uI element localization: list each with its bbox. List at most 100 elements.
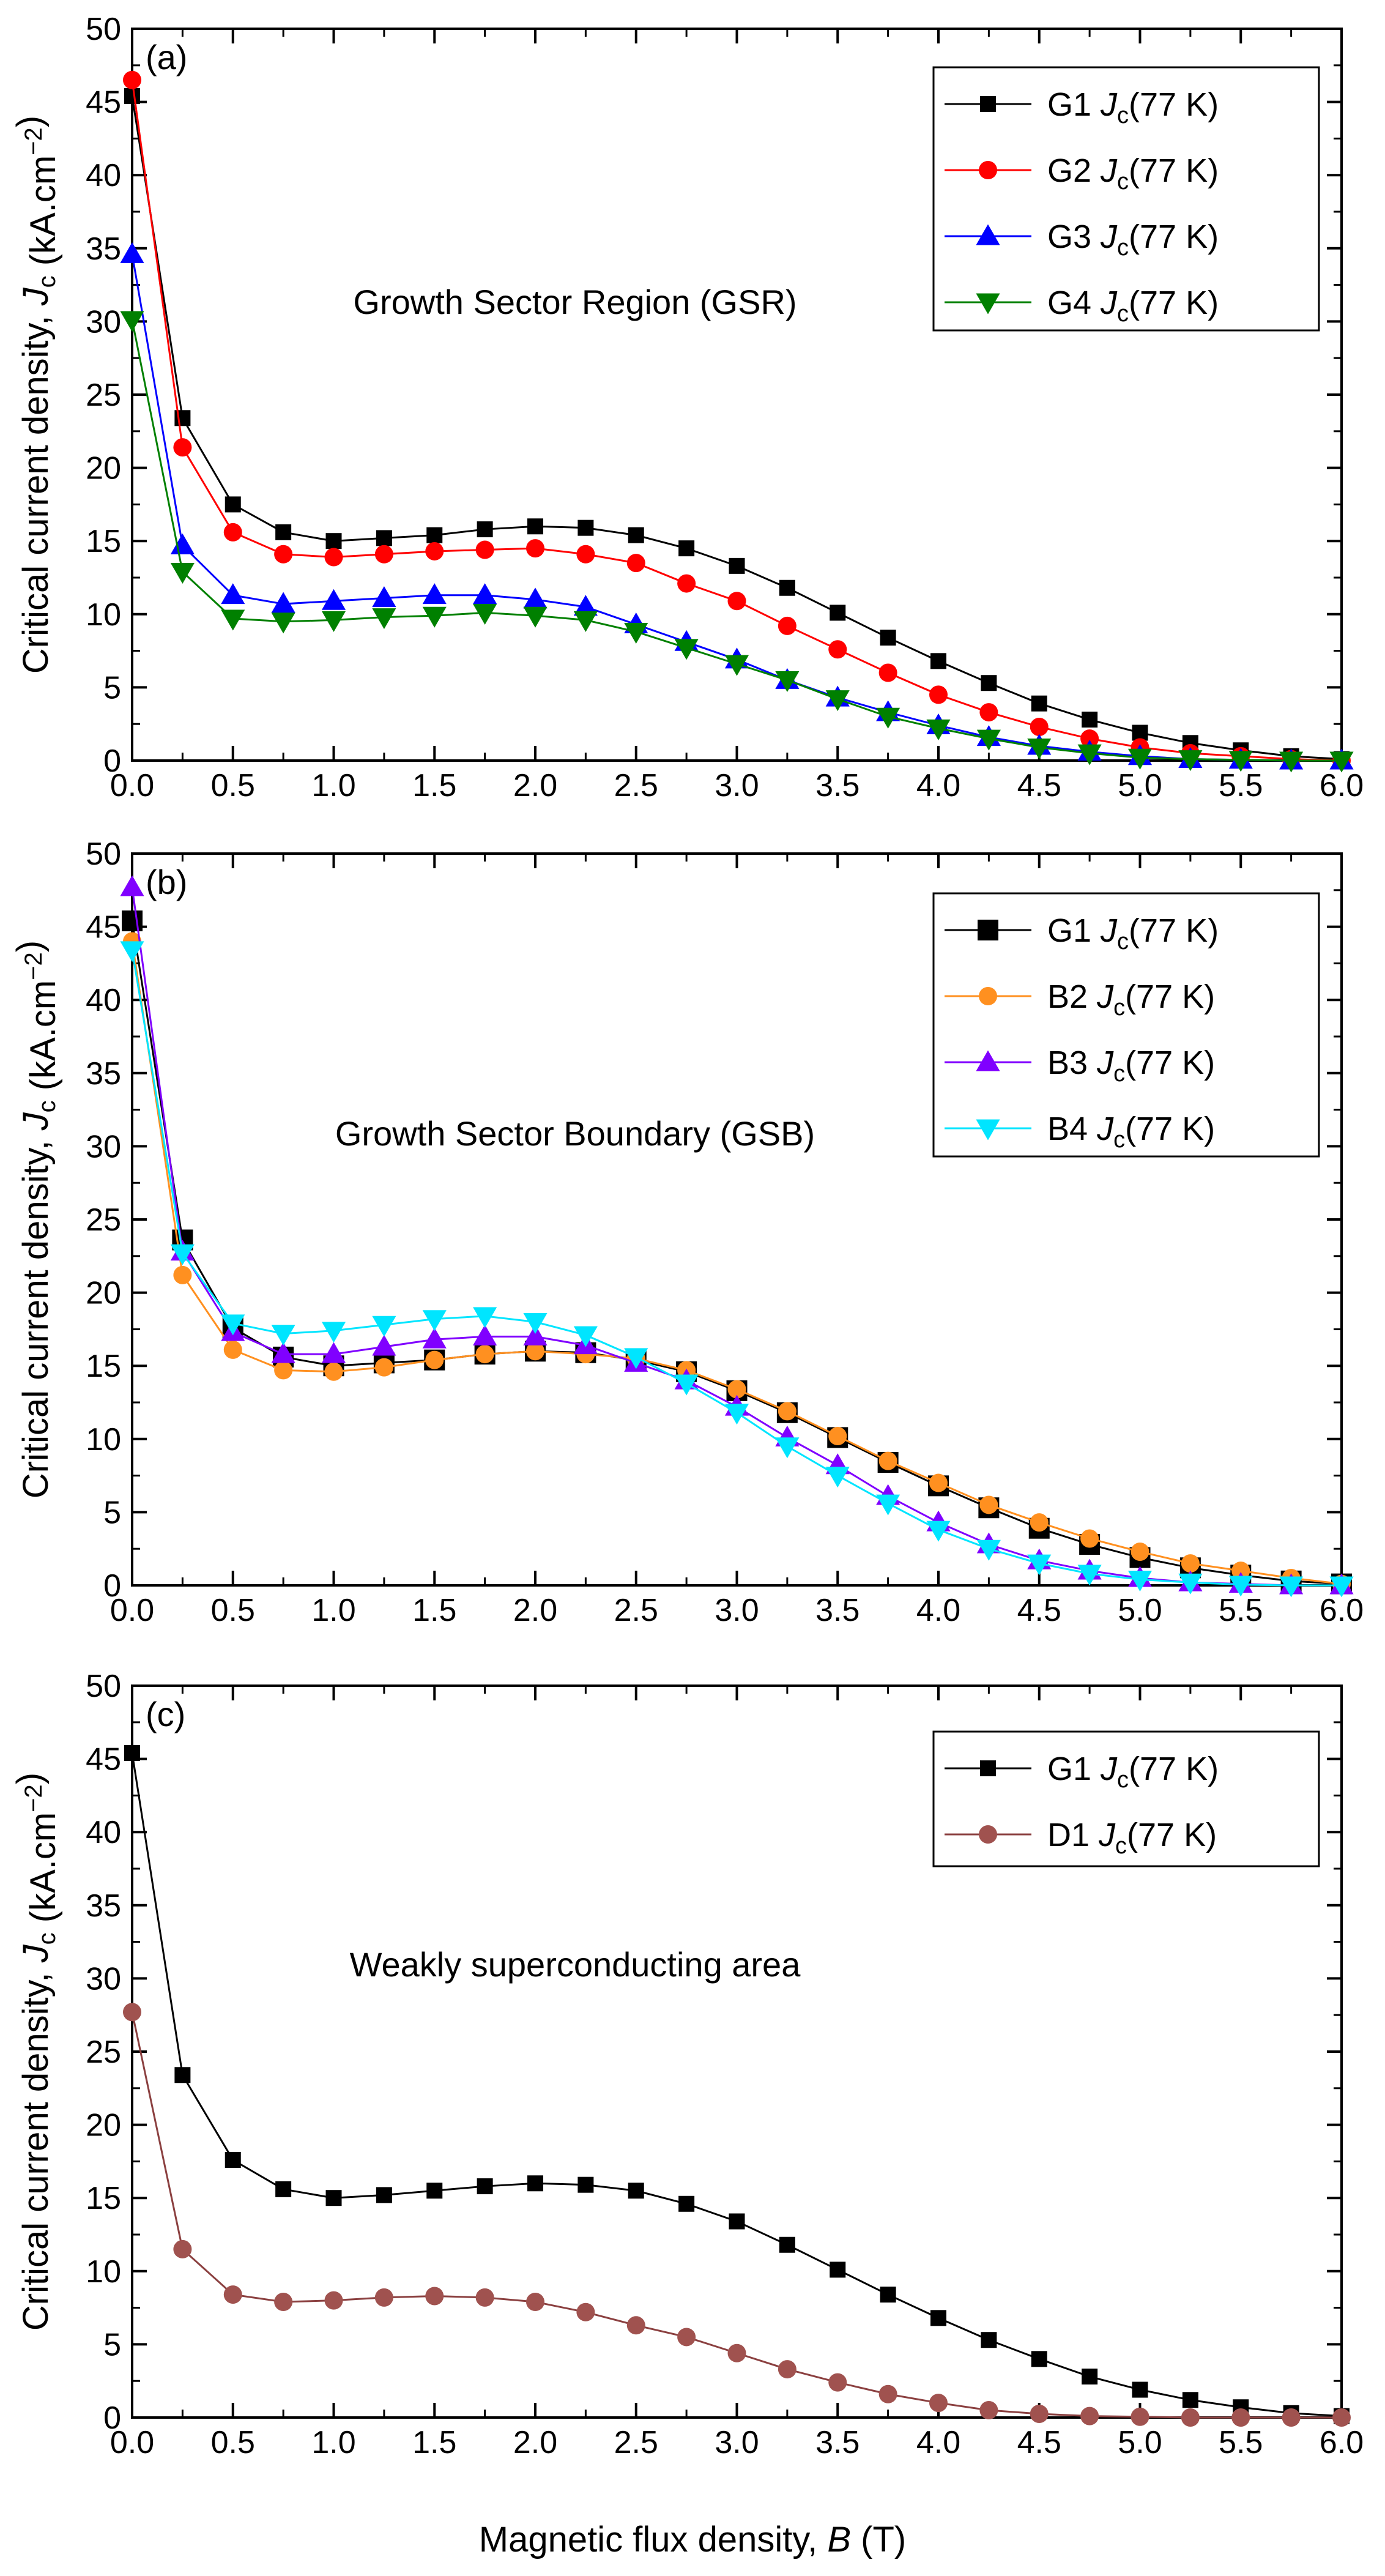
data-point	[275, 524, 292, 540]
legend-label: G1 Jc(77 K)	[1047, 912, 1219, 955]
chart-panel-3: 0.0 0.5 1.0 1.5 2.0 2.5 3.0 3.5 4.0 4.5 5.0 5.5 6.0 0…	[10, 1669, 1364, 2460]
y-axis-label: Critical current density, Jc (kA.cm−2)	[10, 116, 63, 674]
data-point	[1131, 1542, 1149, 1561]
data-point	[1228, 1576, 1253, 1597]
x-tick-label: 5.5	[1219, 768, 1263, 803]
legend-marker	[979, 987, 997, 1005]
legend-marker	[976, 293, 1000, 315]
series-line	[131, 319, 1342, 762]
y-tick-label: 35	[86, 231, 121, 267]
data-point	[123, 2003, 141, 2022]
data-point	[523, 1312, 548, 1334]
y-tick-label: 15	[86, 2181, 121, 2216]
data-point	[573, 595, 598, 616]
legend-marker	[976, 1119, 1000, 1141]
x-tick-label: 0.0	[110, 768, 154, 803]
data-point	[1080, 1529, 1099, 1548]
data-point	[376, 530, 392, 546]
y-tick-label: 35	[86, 1888, 121, 1924]
data-point	[727, 592, 746, 611]
x-tick-label: 4.0	[916, 1593, 960, 1628]
panel-annotation: Weakly superconducting area	[350, 1945, 801, 1984]
data-point	[473, 1307, 497, 1328]
data-point	[221, 1314, 245, 1336]
x-axis-label-var: B	[827, 2520, 851, 2559]
data-point	[174, 2067, 191, 2083]
y-tick-label: 40	[86, 158, 121, 193]
data-point	[573, 611, 598, 632]
data-point	[677, 574, 696, 593]
y-axis-label: Critical current density, Jc (kA.cm−2)	[10, 1773, 63, 2331]
data-point	[576, 2302, 595, 2321]
data-point	[830, 605, 846, 621]
data-point	[321, 1342, 346, 1363]
data-point	[275, 2181, 292, 2197]
data-point	[929, 2394, 948, 2413]
x-tick-label: 4.0	[916, 768, 960, 803]
y-tick-label: 15	[86, 1349, 121, 1384]
data-point	[225, 496, 241, 513]
data-point	[729, 557, 745, 574]
data-point	[779, 2236, 795, 2253]
legend-entry-b3: B3 Jc(77 K)	[945, 1044, 1215, 1087]
data-point	[1082, 712, 1098, 728]
y-tick-label: 25	[86, 378, 121, 413]
data-point	[929, 1473, 948, 1492]
data-point	[523, 587, 548, 609]
legend-entry-g3: G3 Jc(77 K)	[945, 218, 1219, 261]
x-axis-label: Magnetic flux density, B (T)	[479, 2520, 906, 2559]
y-tick-label: 5	[103, 2327, 121, 2362]
y-tick-label: 5	[103, 1495, 121, 1530]
data-point	[1080, 2407, 1099, 2425]
data-point	[828, 1427, 847, 1446]
data-point	[372, 608, 396, 630]
data-point	[374, 1358, 393, 1377]
data-point	[374, 545, 393, 564]
data-point	[422, 606, 447, 628]
data-point	[1178, 1573, 1203, 1595]
x-tick-label: 1.5	[412, 768, 456, 803]
data-point	[271, 592, 295, 613]
data-point	[1282, 2408, 1301, 2427]
data-point	[422, 1310, 447, 1331]
data-point	[523, 606, 548, 628]
x-tick-label: 5.0	[1118, 2425, 1162, 2460]
data-point	[274, 2293, 293, 2312]
x-tick-label: 1.5	[412, 1593, 456, 1628]
x-tick-label: 3.0	[715, 2425, 759, 2460]
data-point	[926, 719, 951, 740]
data-point	[1082, 2369, 1098, 2385]
data-point	[473, 603, 497, 625]
x-tick-label: 4.5	[1017, 768, 1061, 803]
data-point	[930, 2310, 946, 2326]
data-point	[976, 1539, 1001, 1561]
legend-entry-g2: G2 Jc(77 K)	[945, 152, 1219, 195]
y-tick-label: 50	[86, 1669, 121, 1704]
y-tick-label: 45	[86, 85, 121, 121]
x-tick-label: 5.0	[1118, 1593, 1162, 1628]
data-point	[223, 523, 242, 542]
legend-label: B4 Jc(77 K)	[1047, 1111, 1215, 1153]
y-tick-label: 20	[86, 1276, 121, 1311]
x-tick-label: 6.0	[1320, 768, 1364, 803]
data-point	[626, 554, 645, 573]
x-tick-label: 1.0	[311, 2425, 355, 2460]
data-point	[426, 2183, 443, 2199]
x-tick-label: 0.0	[110, 1593, 154, 1628]
data-point	[170, 562, 195, 584]
data-point	[526, 2293, 544, 2312]
data-point	[878, 1451, 897, 1470]
x-tick-label: 6.0	[1320, 2425, 1364, 2460]
data-point	[677, 2328, 696, 2347]
data-point	[577, 2176, 594, 2193]
legend-entry-g4: G4 Jc(77 K)	[945, 285, 1219, 327]
data-point	[926, 1521, 951, 1542]
data-point	[778, 1402, 796, 1421]
legend-marker	[979, 161, 997, 179]
data-point	[325, 2190, 342, 2206]
data-point	[880, 630, 896, 646]
data-point	[981, 675, 997, 691]
data-point	[674, 1374, 699, 1396]
legend-marker	[980, 1760, 996, 1776]
y-tick-label: 40	[86, 983, 121, 1018]
